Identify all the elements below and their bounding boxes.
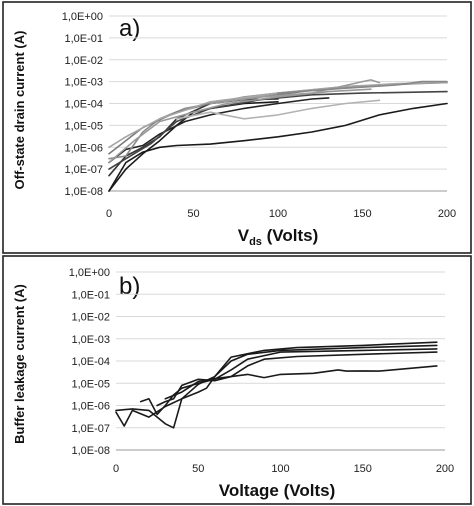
panel-a-series-line-11 [209,79,381,105]
panel-a-x-axis-title: Vds (Volts) [238,226,319,248]
panel-b-y-axis-title: Buffer leakage current (A) [12,284,27,444]
panel-a-x-tick-label: 200 [438,208,456,220]
panel-a-x-tick-label: 0 [106,208,112,220]
panel-a-series-line-3 [108,98,279,177]
panel-b-x-axis-title: Voltage (Volts) [219,481,336,500]
panel-b: b) Buffer leakage current (A) Voltage (V… [2,255,472,505]
panel-b-plot-area: 1,0E+00 1,0E-01 1,0E-02 1,0E-03 1,0E-04 1,0E-… [69,267,454,475]
panel-b-series-line-5 [164,365,438,400]
panel-a-frame [2,1,472,254]
panel-a-series-line-1 [108,102,448,192]
panel-b-y-tick-label: 1,0E-01 [71,289,110,301]
panel-a-y-tick-label: 1,0E-07 [64,164,103,176]
panel-a-series-line-4 [108,97,330,164]
panel-b-series-line-2 [115,344,438,429]
panel-a-plot-area: 1,0E+00 1,0E-01 1,0E-02 1,0E-03 1,0E-04 1,0E-… [62,11,456,220]
panel-a: a) Off-state drain current (A) Vds (Volt… [2,1,472,254]
panel-b-y-tick-label: 1,0E-06 [71,401,110,413]
panel-b-frame [2,255,472,505]
panel-b-label: b) [119,273,140,300]
panel-b-x-tick-label: 100 [271,463,289,475]
panel-a-y-tick-label: 1,0E-01 [64,33,103,45]
panel-a-y-tick-label: 1,0E-05 [64,120,103,132]
panel-a-series-line-7 [108,88,372,164]
panel-a-series-line-9 [108,81,448,149]
panel-b-series-line-3 [139,348,438,416]
panel-a-y-tick-label: 1,0E-08 [64,186,103,198]
panel-a-x-tick-label: 150 [353,208,371,220]
panel-b-y-tick-label: 1,0E-05 [71,378,110,390]
panel-b-x-tick-label: 200 [436,463,454,475]
panel-b-series-line-1 [115,341,438,427]
panel-a-series-line-10 [175,99,381,120]
panel-b-y-tick-label: 1,0E-08 [71,445,110,457]
panel-b-y-tick-label: 1,0E-03 [71,334,110,346]
panel-a-y-tick-label: 1,0E+00 [62,11,103,23]
panel-b-x-tick-label: 50 [192,463,204,475]
panel-a-x-tick-label: 50 [187,208,199,220]
panel-a-y-tick-label: 1,0E-06 [64,142,103,154]
panel-b-y-tick-label: 1,0E+00 [69,267,110,279]
panel-a-series-line-12 [277,80,448,94]
panel-b-y-tick-label: 1,0E-07 [71,423,110,435]
panel-b-y-tick-label: 1,0E-04 [71,356,110,368]
panel-b-x-tick-label: 0 [113,463,119,475]
panel-b-series-line-4 [156,351,438,407]
panel-b-y-tick-label: 1,0E-02 [71,312,110,324]
panel-a-y-axis-title: Off-state drain current (A) [12,31,27,190]
panel-a-y-tick-label: 1,0E-03 [64,77,103,89]
panel-a-label: a) [119,15,140,42]
panel-a-x-tick-label: 100 [269,208,287,220]
panel-a-y-tick-label: 1,0E-02 [64,55,103,67]
panel-b-x-tick-label: 150 [354,463,372,475]
panel-a-y-tick-label: 1,0E-04 [64,99,103,111]
